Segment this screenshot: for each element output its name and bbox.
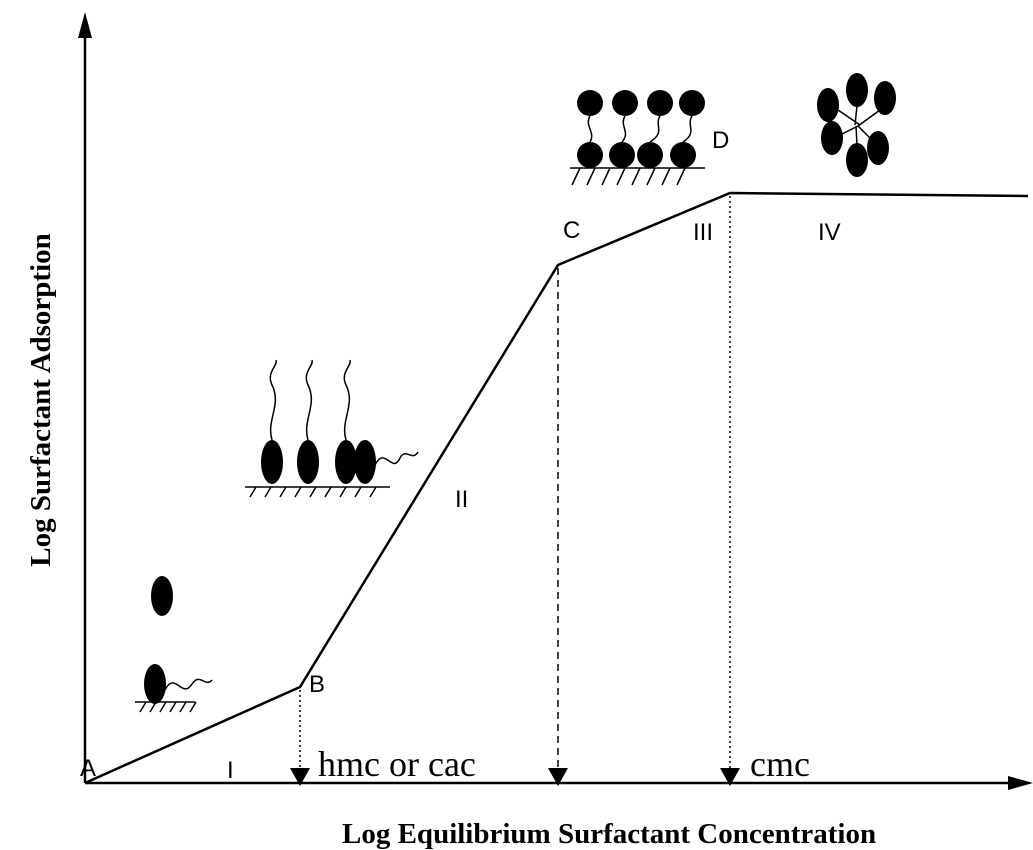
point-label: A [80,755,96,782]
icon-micelle [817,73,896,177]
region-label: IV [818,219,841,246]
marker-label: hmc or cac [318,744,476,784]
isotherm-curve [85,193,1028,783]
point-label: D [712,127,729,154]
y-arrow [78,12,92,38]
icon-region-2 [245,360,418,497]
region-label: III [693,219,713,246]
icon-bilayer [570,90,705,185]
marker-label: cmc [750,744,810,784]
region-label: I [227,757,234,784]
x-axis-label: Log Equilibrium Surfactant Concentration [342,818,876,850]
point-label: B [309,671,325,698]
diagram: A B C D I II III IV hmc or cac cmc Log E… [0,0,1033,850]
point-label: C [563,217,580,244]
y-axis-label: Log Surfactant Adsorption [25,233,57,567]
x-arrow [1008,776,1033,790]
icon-region-1 [135,576,212,712]
region-label: II [455,486,468,513]
axes [78,12,1033,790]
